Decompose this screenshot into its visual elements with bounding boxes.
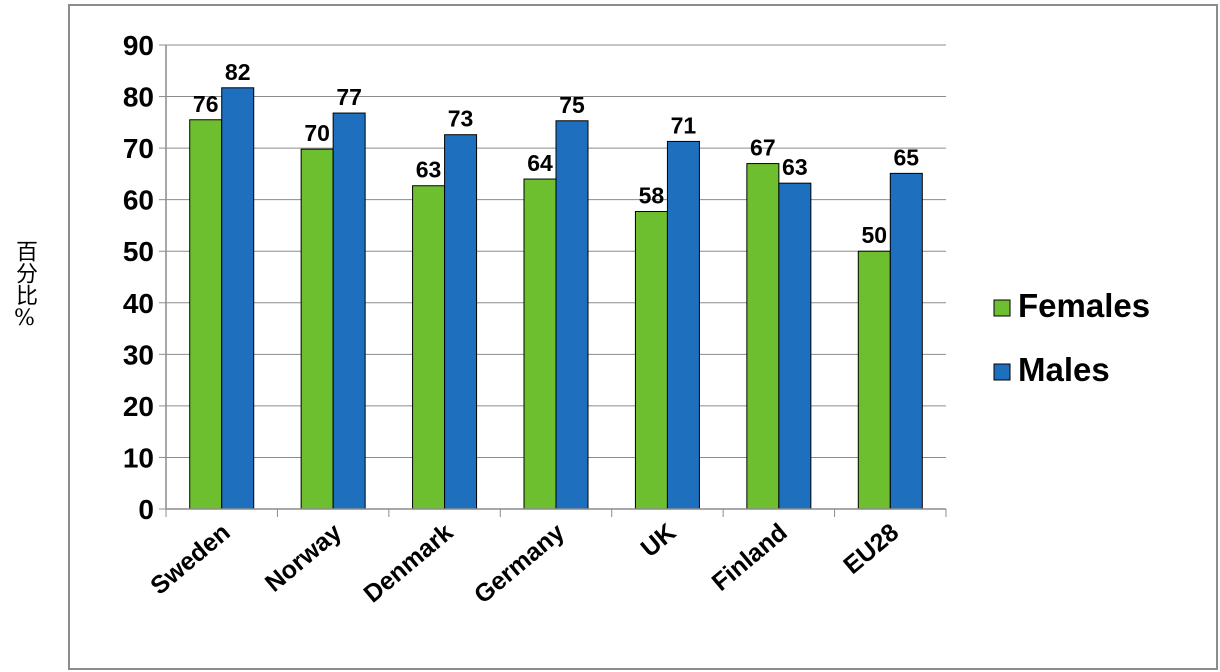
bar-males-uk: [666, 140, 700, 510]
bar-males-norway: [332, 112, 366, 510]
legend-swatch-females: [993, 299, 1011, 317]
data-label: 64: [527, 150, 553, 176]
x-tick-label: Denmark: [358, 518, 458, 608]
y-tick-label: 20: [123, 391, 154, 422]
data-label: 65: [893, 144, 919, 170]
data-label: 63: [782, 154, 808, 180]
bar-females-germany: [523, 178, 557, 510]
y-axis-label: 百分比%: [12, 240, 37, 331]
legend-label-males: Males: [1018, 351, 1110, 388]
data-label: 75: [559, 92, 585, 118]
bar-males-sweden: [221, 87, 255, 510]
data-label: 73: [448, 106, 474, 132]
bar-females-denmark: [412, 185, 446, 510]
legend-swatch-males: [993, 363, 1011, 381]
y-tick-label: 50: [123, 236, 154, 267]
data-label: 67: [750, 135, 776, 161]
bar-chart: 0 10 20 30 40 50 60 70 80 90 Sweden Norway Denmark Ge…: [123, 30, 1150, 609]
x-tick-label: UK: [636, 518, 682, 563]
bar-males-eu28: [889, 172, 923, 510]
data-label: 77: [336, 84, 362, 110]
bar-females-finland: [746, 163, 780, 510]
x-tick-label: EU28: [838, 518, 904, 580]
data-label: 82: [225, 59, 251, 85]
x-tick-label: Finland: [707, 518, 793, 597]
data-label: 50: [861, 222, 887, 248]
legend: Females Males: [993, 287, 1150, 388]
data-label: 58: [639, 183, 665, 209]
x-tick-label: Sweden: [145, 518, 235, 600]
y-tick-label: 0: [138, 494, 154, 525]
y-tick-label: 40: [123, 288, 154, 319]
data-label: 63: [416, 157, 442, 183]
y-tick-label: 30: [123, 339, 154, 370]
y-tick-label: 80: [123, 82, 154, 113]
bar-females-uk: [634, 211, 668, 510]
data-label: 70: [304, 120, 330, 146]
bar-males-denmark: [444, 134, 478, 510]
bar-females-sweden: [189, 119, 223, 510]
bar-females-eu28: [857, 250, 891, 510]
chart-area: 0 10 20 30 40 50 60 70 80 90 Sweden Norway Denmark Ge…: [68, 4, 1218, 670]
bar-females-norway: [300, 148, 334, 510]
bar-males-finland: [778, 182, 812, 510]
legend-label-females: Females: [1018, 287, 1150, 324]
bars: [189, 87, 923, 510]
x-tick-label: Germany: [469, 518, 570, 609]
y-tick-label: 10: [123, 442, 154, 473]
data-label: 71: [671, 112, 697, 138]
x-tick-label: Norway: [260, 518, 347, 598]
data-label: 76: [193, 91, 219, 117]
y-tick-label: 60: [123, 185, 154, 216]
y-tick-label: 90: [123, 30, 154, 61]
y-tick-label: 70: [123, 133, 154, 164]
bar-males-germany: [555, 120, 589, 510]
